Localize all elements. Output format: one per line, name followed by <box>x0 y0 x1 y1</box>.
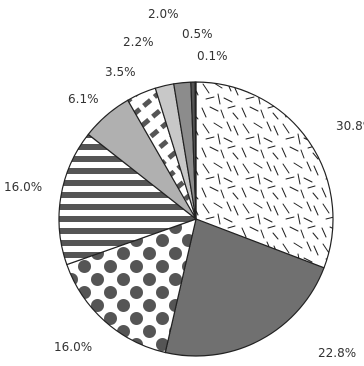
pie-slice <box>194 81 197 220</box>
pie-slice <box>195 81 334 269</box>
pie-labels: 30.8% 22.8% 16.0% 16.0% 6.1% 3.5% 2.2% 2.0%0.5%… <box>4 7 364 360</box>
pie-slice <box>58 133 198 266</box>
pie-slice <box>164 218 325 357</box>
slice-label: 30.8% <box>336 119 364 133</box>
slice-label: 3.5% <box>105 65 136 79</box>
slice-label: 16.0% <box>54 340 92 354</box>
slice-label: 22.8% <box>318 346 356 360</box>
slice-label: 16.0% <box>4 180 42 194</box>
slice-label: 0.1% <box>197 49 228 63</box>
slice-label: 2.0% <box>148 7 179 21</box>
slice-label: 6.1% <box>68 92 99 106</box>
pie-slices <box>58 81 334 357</box>
slice-label: 0.5% <box>182 27 213 41</box>
pie-slice <box>66 218 197 354</box>
slice-label: 2.2% <box>123 35 154 49</box>
